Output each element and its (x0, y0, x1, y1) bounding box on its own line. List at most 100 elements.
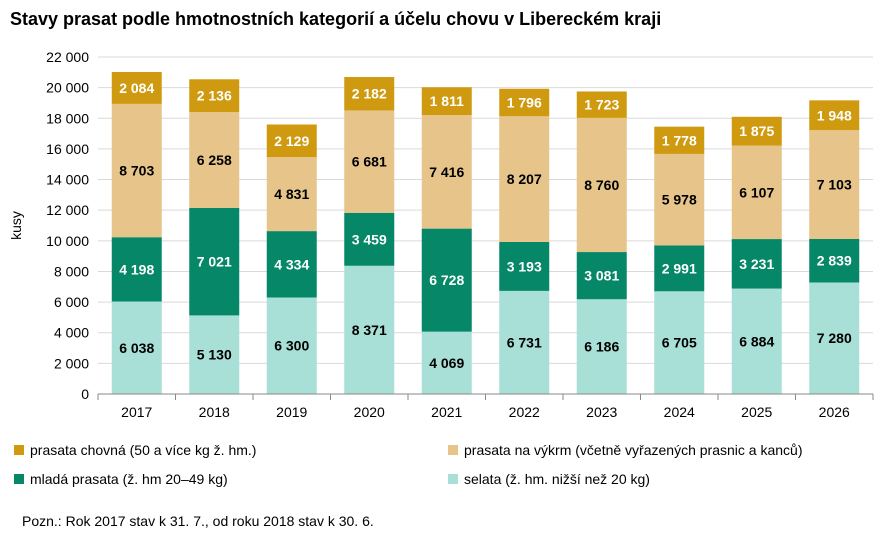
bar-segment (499, 88, 550, 117)
bar-segment (809, 282, 860, 394)
data-label: 1 811 (430, 93, 464, 109)
y-tick-label: 20 000 (46, 80, 89, 96)
legend-label: prasata chovná (50 a více kg ž. hm.) (30, 442, 257, 458)
bar-segment (189, 207, 240, 316)
data-label: 6 731 (507, 334, 542, 350)
y-tick-label: 4 000 (54, 325, 89, 341)
x-tick-label: 2017 (121, 404, 152, 420)
bar-segment (421, 228, 472, 332)
bar-segment (111, 71, 162, 104)
data-label: 6 884 (739, 333, 774, 349)
x-tick-label: 2021 (431, 404, 462, 420)
data-label: 7 103 (817, 177, 852, 193)
bar-segment (731, 239, 782, 289)
y-axis-label: kusy (8, 211, 24, 240)
bar-segment (809, 238, 860, 283)
legend-label: mladá prasata (ž. hm 20–49 kg) (30, 471, 228, 487)
data-label: 7 416 (429, 164, 464, 180)
x-tick-label: 2022 (509, 404, 540, 420)
bar-segment (189, 112, 240, 208)
legend-swatch (448, 445, 458, 455)
bar-segment (266, 157, 317, 232)
bar-segment (266, 297, 317, 394)
legend-swatch (14, 445, 24, 455)
bar-segment (421, 115, 472, 229)
data-label: 7 280 (817, 330, 852, 346)
bar-segment (344, 265, 395, 394)
chart-title: Stavy prasat podle hmotnostních kategori… (10, 9, 662, 29)
y-tick-label: 18 000 (46, 110, 89, 126)
x-tick-label: 2020 (354, 404, 385, 420)
bar-segment (731, 145, 782, 240)
bar-segment (344, 212, 395, 266)
y-tick-label: 0 (81, 386, 89, 402)
data-label: 6 705 (662, 335, 697, 351)
data-label: 6 186 (584, 339, 619, 355)
x-tick-label: 2018 (199, 404, 230, 420)
y-tick-label: 12 000 (46, 202, 89, 218)
bar-segment (576, 91, 627, 118)
data-label: 8 207 (507, 171, 542, 187)
legend-item-fattening: prasata na výkrm (včetně vyřazených pras… (448, 442, 802, 458)
legend-swatch (14, 474, 24, 484)
data-label: 1 796 (507, 95, 542, 111)
data-label: 3 193 (507, 258, 542, 274)
data-label: 5 130 (197, 347, 232, 363)
bar-segment (499, 290, 550, 394)
data-label: 6 300 (274, 338, 309, 354)
data-label: 1 778 (662, 132, 697, 148)
data-label: 1 948 (817, 107, 852, 123)
legend-swatch (448, 474, 458, 484)
bar-segment (344, 110, 395, 213)
bar-segment (421, 331, 472, 394)
data-label: 2 129 (274, 133, 309, 149)
y-tick-label: 10 000 (46, 233, 89, 249)
data-label: 3 459 (352, 231, 387, 247)
data-label: 4 831 (274, 186, 309, 202)
bar-segment (809, 100, 860, 131)
bar-segment (111, 103, 162, 238)
x-tick-label: 2023 (586, 404, 617, 420)
data-label: 6 681 (352, 154, 387, 170)
data-label: 4 069 (429, 355, 464, 371)
data-label: 8 703 (119, 163, 154, 179)
bar-segment (809, 130, 860, 239)
bar-segment (499, 116, 550, 242)
data-label: 3 231 (739, 256, 774, 272)
x-tick-label: 2026 (819, 404, 850, 420)
data-label: 2 839 (817, 253, 852, 269)
bar-segment (731, 288, 782, 394)
footnote: Pozn.: Rok 2017 stav k 31. 7., od roku 2… (22, 513, 374, 529)
data-label: 6 107 (739, 184, 774, 200)
data-label: 6 728 (429, 272, 464, 288)
data-label: 3 081 (584, 268, 619, 284)
y-tick-label: 16 000 (46, 141, 89, 157)
legend-item-young: mladá prasata (ž. hm 20–49 kg) (14, 471, 228, 487)
data-label: 7 021 (197, 254, 232, 270)
y-tick-label: 6 000 (54, 294, 89, 310)
data-label: 1 875 (739, 123, 774, 139)
y-tick-label: 8 000 (54, 263, 89, 279)
y-tick-label: 2 000 (54, 355, 89, 371)
bar-segment (111, 301, 162, 394)
bar-segment (189, 315, 240, 394)
data-label: 6 038 (119, 340, 154, 356)
bar-segment (576, 117, 627, 253)
data-label: 8 760 (584, 177, 619, 193)
bar-segment (576, 252, 627, 300)
bar-segment (731, 116, 782, 146)
x-tick-label: 2019 (276, 404, 307, 420)
data-label: 1 723 (584, 97, 619, 113)
data-label: 8 371 (352, 322, 387, 338)
x-tick-label: 2024 (664, 404, 695, 420)
data-label: 4 334 (274, 256, 309, 272)
stacked-bar-chart: 0 2 000 4 000 6 000 8 000 10 000 12 000 14 000 1… (8, 49, 874, 420)
x-tick-label: 2025 (741, 404, 772, 420)
data-label: 2 136 (197, 88, 232, 104)
legend-label: selata (ž. hm. nižší než 20 kg) (464, 471, 650, 487)
bar-segment (189, 79, 240, 113)
bar-segment (654, 126, 705, 154)
bar-segment (266, 124, 317, 158)
data-label: 4 198 (119, 261, 154, 277)
bar-segment (111, 237, 162, 302)
